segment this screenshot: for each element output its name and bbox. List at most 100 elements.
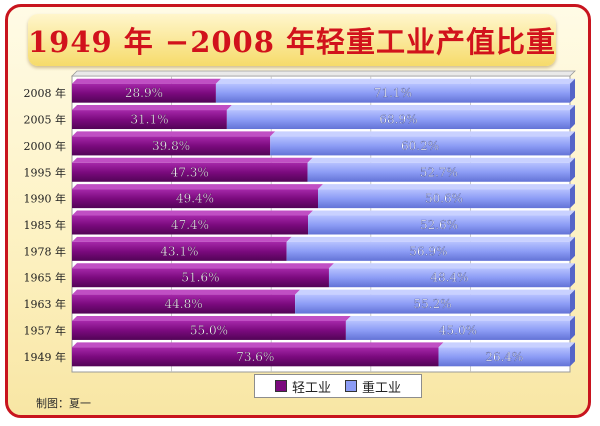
bar-heavy	[215, 83, 570, 103]
data-label-heavy: 56.9%	[409, 244, 447, 258]
bar-light-top	[72, 315, 351, 321]
bar-heavy	[438, 347, 570, 367]
category-label: 1965 年	[24, 271, 67, 285]
bar-heavy	[307, 162, 570, 182]
bar-light	[72, 320, 346, 340]
bar-light	[72, 347, 439, 367]
data-label-light: 55.0%	[190, 323, 228, 337]
legend-item-light: 轻工业	[274, 377, 331, 396]
data-label-heavy: 52.6%	[420, 218, 458, 232]
data-label-heavy: 55.2%	[413, 297, 451, 311]
bar-heavy-side	[570, 289, 575, 314]
legend-swatch-heavy	[345, 380, 357, 392]
data-label-heavy: 48.4%	[430, 271, 468, 285]
category-label: 1985 年	[24, 218, 67, 232]
category-label: 2005 年	[24, 113, 67, 127]
title-banner: 1949 年 −2008 年轻重工业产值比重	[28, 14, 556, 66]
bar-light-top	[72, 289, 301, 295]
category-label: 1949 年	[24, 350, 67, 364]
bar-heavy-side	[570, 131, 575, 156]
bar-heavy-top	[438, 342, 575, 348]
bar-heavy-side	[570, 184, 575, 209]
chart-title: 1949 年 −2008 年轻重工业产值比重	[28, 25, 557, 59]
data-label-light: 47.4%	[171, 218, 209, 232]
bar-heavy-top	[295, 289, 575, 295]
data-label-heavy: 52.7%	[420, 165, 458, 179]
bar-heavy-top	[286, 236, 575, 242]
bar-light	[72, 162, 308, 182]
data-label-light: 31.1%	[130, 113, 168, 127]
bar-heavy-side	[570, 342, 575, 367]
bar-heavy-top	[308, 210, 575, 216]
bar-light-top	[72, 157, 313, 163]
bar-heavy	[270, 136, 570, 156]
bar-heavy-top	[345, 315, 575, 321]
bar-heavy	[345, 320, 570, 340]
bar-heavy-side	[570, 263, 575, 288]
legend-label-heavy: 重工业	[362, 380, 402, 396]
bar-light-top	[72, 105, 232, 111]
bar-heavy	[286, 241, 570, 261]
category-label: 2008 年	[24, 86, 67, 100]
legend-swatch-light	[274, 380, 287, 392]
bar-light	[72, 110, 227, 130]
bar-light	[72, 136, 271, 156]
data-label-light: 47.3%	[171, 165, 209, 179]
data-label-light: 39.8%	[152, 139, 190, 153]
category-label: 1963 年	[24, 297, 67, 311]
bar-light-top	[72, 342, 444, 348]
bar-light-top	[72, 131, 276, 137]
bar-light	[72, 189, 319, 209]
bar-heavy-side	[570, 157, 575, 182]
bar-light-top	[72, 236, 292, 242]
data-label-heavy: 60.2%	[401, 139, 439, 153]
data-label-heavy: 68.9%	[379, 113, 417, 127]
category-label: 1957 年	[24, 323, 67, 337]
bar-light	[72, 294, 296, 314]
bar-light-top	[72, 263, 334, 269]
bar-heavy	[308, 215, 570, 235]
plot-top-wall	[71, 70, 576, 77]
category-label: 1990 年	[24, 192, 67, 206]
bar-heavy-top	[318, 184, 575, 190]
data-label-light: 28.9%	[125, 86, 163, 100]
data-label-heavy: 50.6%	[425, 192, 463, 206]
bar-heavy-side	[570, 236, 575, 261]
data-label-heavy: 71.1%	[374, 86, 412, 100]
bar-heavy-side	[570, 315, 575, 340]
category-label: 2000 年	[24, 139, 67, 153]
bar-heavy-side	[570, 210, 575, 235]
bar-heavy-top	[226, 105, 576, 111]
data-label-light: 73.6%	[236, 350, 274, 364]
data-label-light: 43.1%	[160, 244, 198, 258]
bar-heavy	[318, 189, 570, 209]
bar-heavy-top	[270, 131, 575, 137]
bar-light	[72, 215, 309, 235]
bar-heavy-top	[307, 157, 575, 163]
legend: 轻工业 重工业	[254, 374, 422, 398]
legend-label-light: 轻工业	[291, 380, 331, 396]
bar-heavy-side	[570, 105, 575, 130]
bar-light-top	[72, 210, 314, 216]
bar-light-top	[72, 78, 221, 84]
data-label-light: 44.8%	[164, 297, 202, 311]
data-label-heavy: 45.0%	[439, 323, 477, 337]
category-label: 1995 年	[24, 165, 67, 179]
bar-light-top	[72, 184, 324, 190]
data-label-light: 49.4%	[176, 192, 214, 206]
credit-text: 制图：夏一	[36, 397, 91, 410]
bar-light	[72, 268, 329, 288]
bar-light	[72, 83, 216, 103]
bar-heavy	[295, 294, 570, 314]
bar-heavy	[328, 268, 570, 288]
bar-heavy-side	[570, 78, 575, 103]
data-label-light: 51.6%	[181, 271, 219, 285]
category-label: 1978 年	[24, 244, 67, 258]
bar-light	[72, 241, 287, 261]
bar-heavy	[226, 110, 571, 130]
data-label-heavy: 26.4%	[485, 350, 523, 364]
bar-heavy-top	[328, 263, 575, 269]
legend-item-heavy: 重工业	[345, 377, 401, 396]
bar-heavy-top	[215, 78, 575, 84]
